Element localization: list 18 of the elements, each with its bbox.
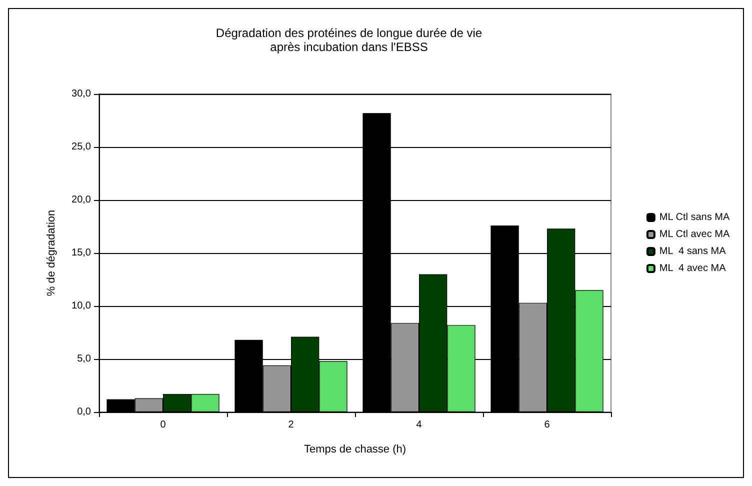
- y-axis-title: % de dégradation: [46, 210, 58, 296]
- y-tick-label: 20,0: [72, 194, 92, 206]
- y-tick-label: 15,0: [72, 248, 92, 258]
- legend-label: ML 4 sans MA: [659, 246, 726, 257]
- y-tick-label: 0,0: [77, 406, 92, 418]
- legend-label: ML Ctl avec MA: [659, 229, 730, 240]
- legend-label: ML Ctl sans MA: [659, 212, 730, 223]
- x-tick-label: 2: [288, 420, 294, 430]
- y-tick-label: 25,0: [72, 142, 92, 152]
- x-tick-label: 4: [416, 420, 422, 430]
- x-axis-title: Temps de chasse (h): [304, 444, 406, 456]
- y-tick-label: 30,0: [72, 88, 92, 100]
- x-tick-label: 0: [160, 420, 166, 430]
- y-tick-label: 10,0: [72, 300, 92, 312]
- x-tick-label: 6: [544, 420, 550, 430]
- y-tick-label: 5,0: [77, 354, 92, 364]
- chart-title: Dégradation des protéines de longue durée de vie après incubation dans l'EBSS: [216, 26, 482, 54]
- legend-label: ML 4 avec MA: [659, 263, 726, 274]
